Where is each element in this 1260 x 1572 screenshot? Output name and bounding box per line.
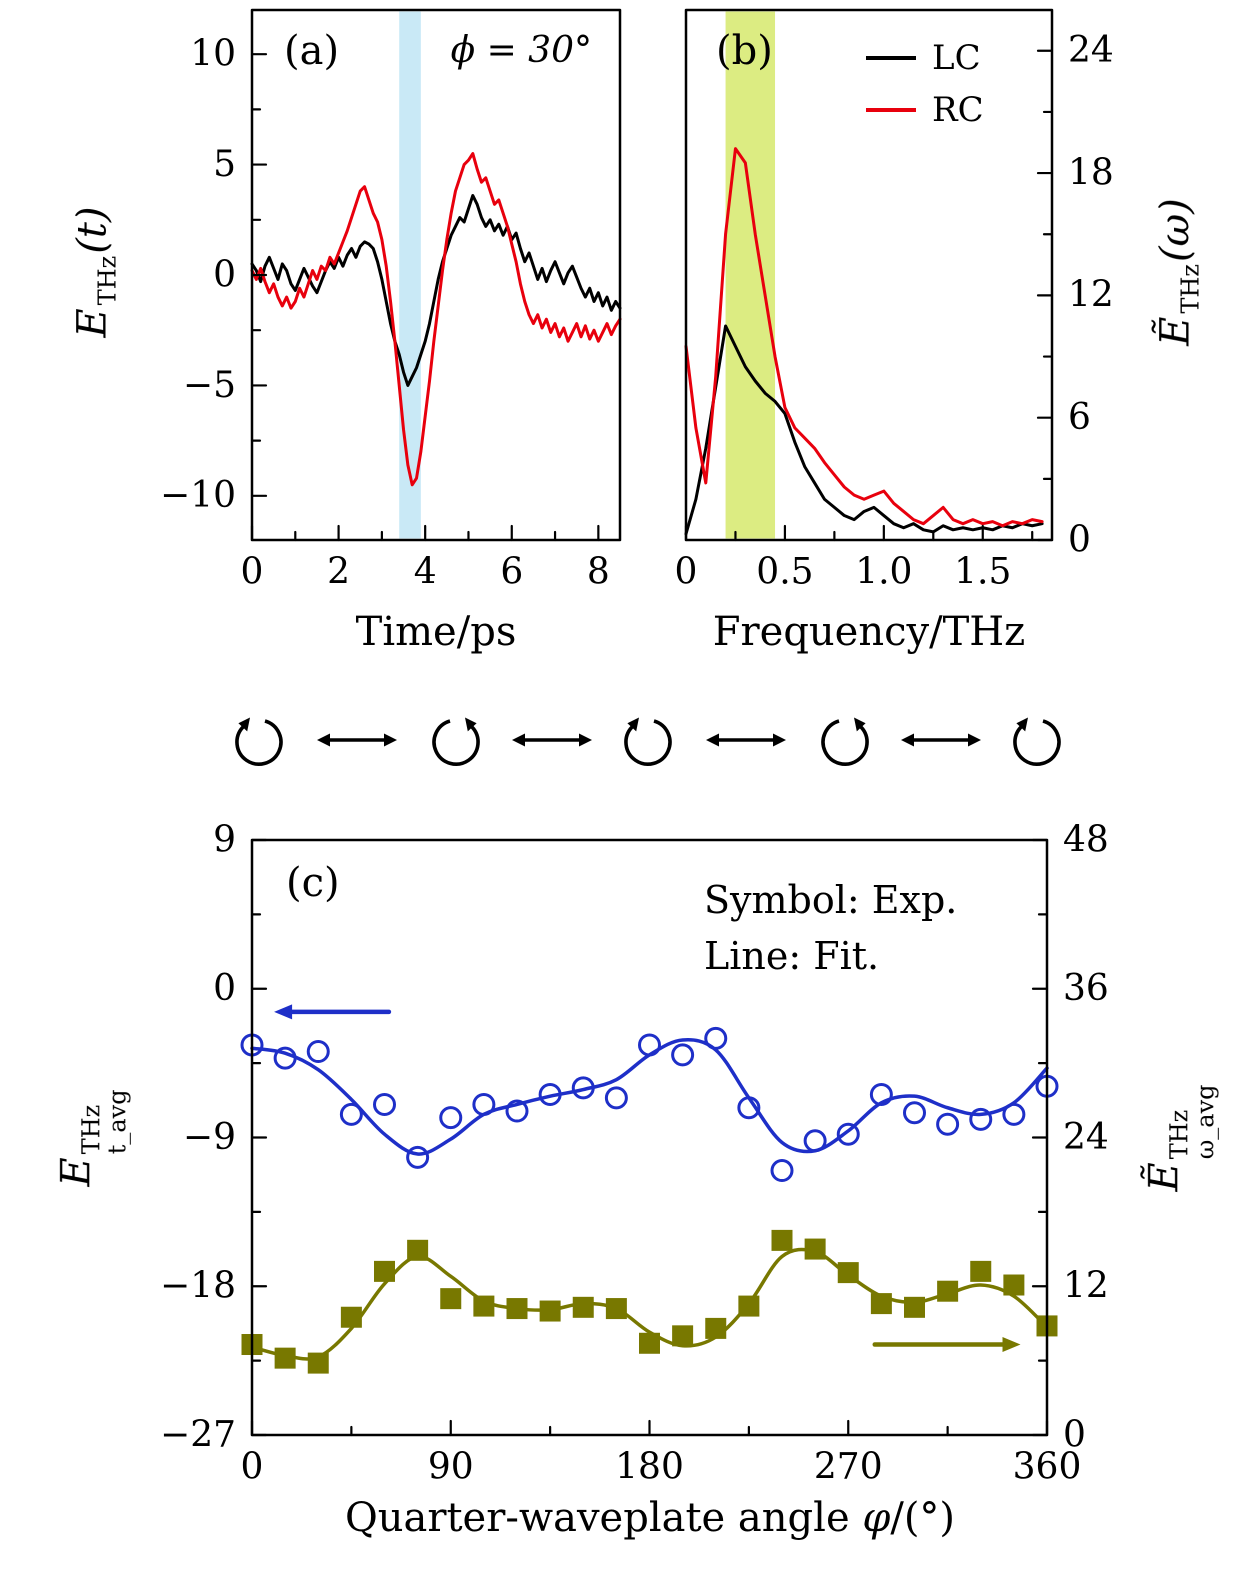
panel-c-label: (c) xyxy=(286,860,340,906)
legend-row-rc: RC xyxy=(866,90,984,130)
panel-c-annotation-symbol: Symbol: Exp. xyxy=(704,878,958,922)
rotation-ccw-icon xyxy=(812,708,876,772)
panel-a-label: (a) xyxy=(284,28,340,74)
panel-c-annotation-line: Line: Fit. xyxy=(704,934,880,978)
rc-line-swatch xyxy=(866,108,916,112)
rotation-ccw-icon xyxy=(423,708,487,772)
panel-b-y-axis-title: Ẽ THz (ω) xyxy=(1152,198,1205,346)
panel-b-label: (b) xyxy=(716,28,773,74)
panel-c-left-y-axis-title: E THz t_avg xyxy=(53,1089,132,1187)
rotation-cw-icon xyxy=(228,708,292,772)
linear-polarization-icon xyxy=(314,718,400,762)
panel-c-x-axis-title: Quarter-waveplate angle φ/(°) xyxy=(344,1495,956,1541)
polarization-icons-row xyxy=(228,698,1070,782)
legend-label-rc: RC xyxy=(932,90,984,130)
math-base: E xyxy=(69,308,116,338)
panel-a-x-axis-title: Time/ps xyxy=(355,609,517,655)
linear-polarization-icon xyxy=(703,718,789,762)
panel-a-y-axis-title: E THz (t) xyxy=(69,206,122,338)
linear-polarization-icon xyxy=(898,718,984,762)
lc-line-swatch xyxy=(866,56,916,60)
panel-b-x-axis-title: Frequency/THz xyxy=(712,609,1026,655)
panel-a-phi-annotation: ϕ = 30° xyxy=(450,30,592,71)
legend-label-lc: LC xyxy=(932,38,981,78)
math-scripts: THz xyxy=(93,255,122,306)
legend-row-lc: LC xyxy=(866,38,984,78)
rotation-cw-icon xyxy=(1006,708,1070,772)
panel-c-right-y-axis-title: Ẽ THz ω_avg xyxy=(1141,1084,1220,1192)
legend: LC RC xyxy=(866,38,984,130)
rotation-cw-icon xyxy=(617,708,681,772)
linear-polarization-icon xyxy=(509,718,595,762)
